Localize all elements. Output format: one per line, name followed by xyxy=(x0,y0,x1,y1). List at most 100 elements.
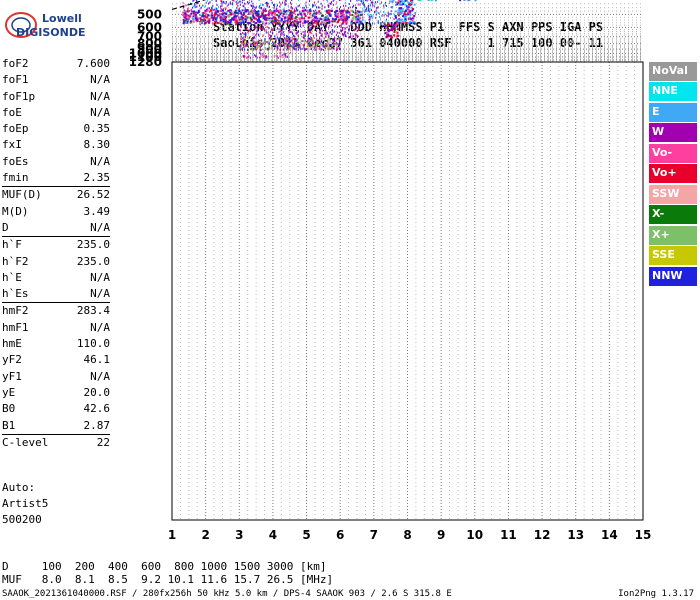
echo-point xyxy=(326,24,327,27)
param-label: B0 xyxy=(2,402,16,416)
param-value: N/A xyxy=(90,154,110,168)
echo-point xyxy=(287,42,289,45)
echo-point xyxy=(297,13,299,16)
param-row: B1 2.87 xyxy=(2,418,110,434)
echo-point xyxy=(241,41,242,43)
echo-point xyxy=(270,36,272,39)
echo-point xyxy=(317,6,319,9)
echo-point xyxy=(254,23,256,26)
ionospheric-parameters-panel: foF2 7.600 foF1 N/A foF1p N/A foE N/A foEp 0.35 fx… xyxy=(2,56,110,451)
echo-point xyxy=(231,18,234,21)
echo-point xyxy=(321,7,323,10)
echo-point xyxy=(313,34,315,37)
echo-point xyxy=(305,9,307,12)
echo-point xyxy=(245,18,248,21)
echo-point xyxy=(323,49,324,51)
echo-point xyxy=(358,0,360,2)
echo-point xyxy=(285,17,288,20)
echo-point xyxy=(310,32,312,35)
echo-point xyxy=(284,52,286,55)
auto-label: Auto: xyxy=(2,481,36,494)
echo-point xyxy=(309,16,312,19)
echo-point xyxy=(268,10,270,13)
echo-point xyxy=(277,38,279,41)
echo-point xyxy=(307,11,309,14)
echo-point xyxy=(308,41,310,44)
echo-point xyxy=(337,12,340,15)
echo-point xyxy=(301,32,302,35)
echo-point xyxy=(314,45,316,48)
echo-point xyxy=(214,9,217,12)
echo-point xyxy=(286,35,287,38)
echo-point xyxy=(352,26,354,28)
echo-point xyxy=(334,40,336,43)
echo-point xyxy=(256,30,258,33)
echo-point xyxy=(258,10,260,13)
echo-point xyxy=(225,13,228,15)
echo-point xyxy=(321,34,323,37)
echo-point xyxy=(245,44,247,47)
echo-point xyxy=(285,37,287,40)
echo-point xyxy=(233,13,236,16)
echo-point xyxy=(234,18,237,21)
echo-point xyxy=(206,20,209,23)
echo-point xyxy=(310,30,312,33)
echo-point xyxy=(271,47,273,50)
echo-point xyxy=(349,36,351,38)
echo-point xyxy=(350,20,353,23)
echo-point xyxy=(340,24,342,27)
echo-point xyxy=(258,51,260,54)
echo-point xyxy=(328,13,331,15)
echo-point xyxy=(263,22,266,25)
echo-point xyxy=(331,1,332,4)
echo-point xyxy=(345,27,347,30)
echo-point xyxy=(351,19,354,22)
echo-point xyxy=(466,0,469,1)
echo-point xyxy=(328,21,331,24)
echo-point xyxy=(262,22,265,25)
echo-point xyxy=(284,16,286,19)
echo-point xyxy=(331,33,333,36)
echo-point xyxy=(232,0,234,1)
param-label: foF1 xyxy=(2,73,29,87)
echo-point xyxy=(212,4,214,7)
echo-point xyxy=(199,7,201,10)
echo-point xyxy=(283,53,285,56)
echo-point xyxy=(240,20,243,23)
echo-point xyxy=(250,42,252,45)
echo-point xyxy=(248,9,249,12)
echo-point xyxy=(202,19,205,22)
echo-point xyxy=(333,0,335,1)
echo-point xyxy=(226,21,229,24)
echo-point xyxy=(185,21,188,24)
echo-point xyxy=(343,33,344,36)
echo-point xyxy=(351,14,354,17)
echo-point xyxy=(266,18,269,21)
echo-point xyxy=(279,46,281,49)
echo-point xyxy=(313,4,314,7)
echo-point xyxy=(238,7,240,10)
echo-point xyxy=(299,20,302,23)
echo-point xyxy=(315,43,317,46)
echo-point xyxy=(311,27,312,30)
echo-point xyxy=(258,39,260,42)
echo-point xyxy=(295,18,298,21)
param-row: foF1 N/A xyxy=(2,72,110,88)
echo-point xyxy=(281,43,282,46)
echo-point xyxy=(265,2,267,4)
echo-point xyxy=(341,29,343,32)
echo-point xyxy=(308,48,310,51)
echo-point xyxy=(350,32,351,35)
echo-point xyxy=(265,47,266,49)
echo-point xyxy=(304,39,306,42)
echo-point xyxy=(259,20,262,23)
echo-point xyxy=(274,37,276,40)
echo-point xyxy=(261,6,263,9)
echo-point xyxy=(405,0,408,2)
echo-point xyxy=(196,2,198,5)
echo-point xyxy=(350,22,353,25)
echo-point xyxy=(303,17,306,20)
echo-point xyxy=(272,43,274,46)
echo-point xyxy=(284,10,287,13)
echo-point xyxy=(319,17,322,20)
